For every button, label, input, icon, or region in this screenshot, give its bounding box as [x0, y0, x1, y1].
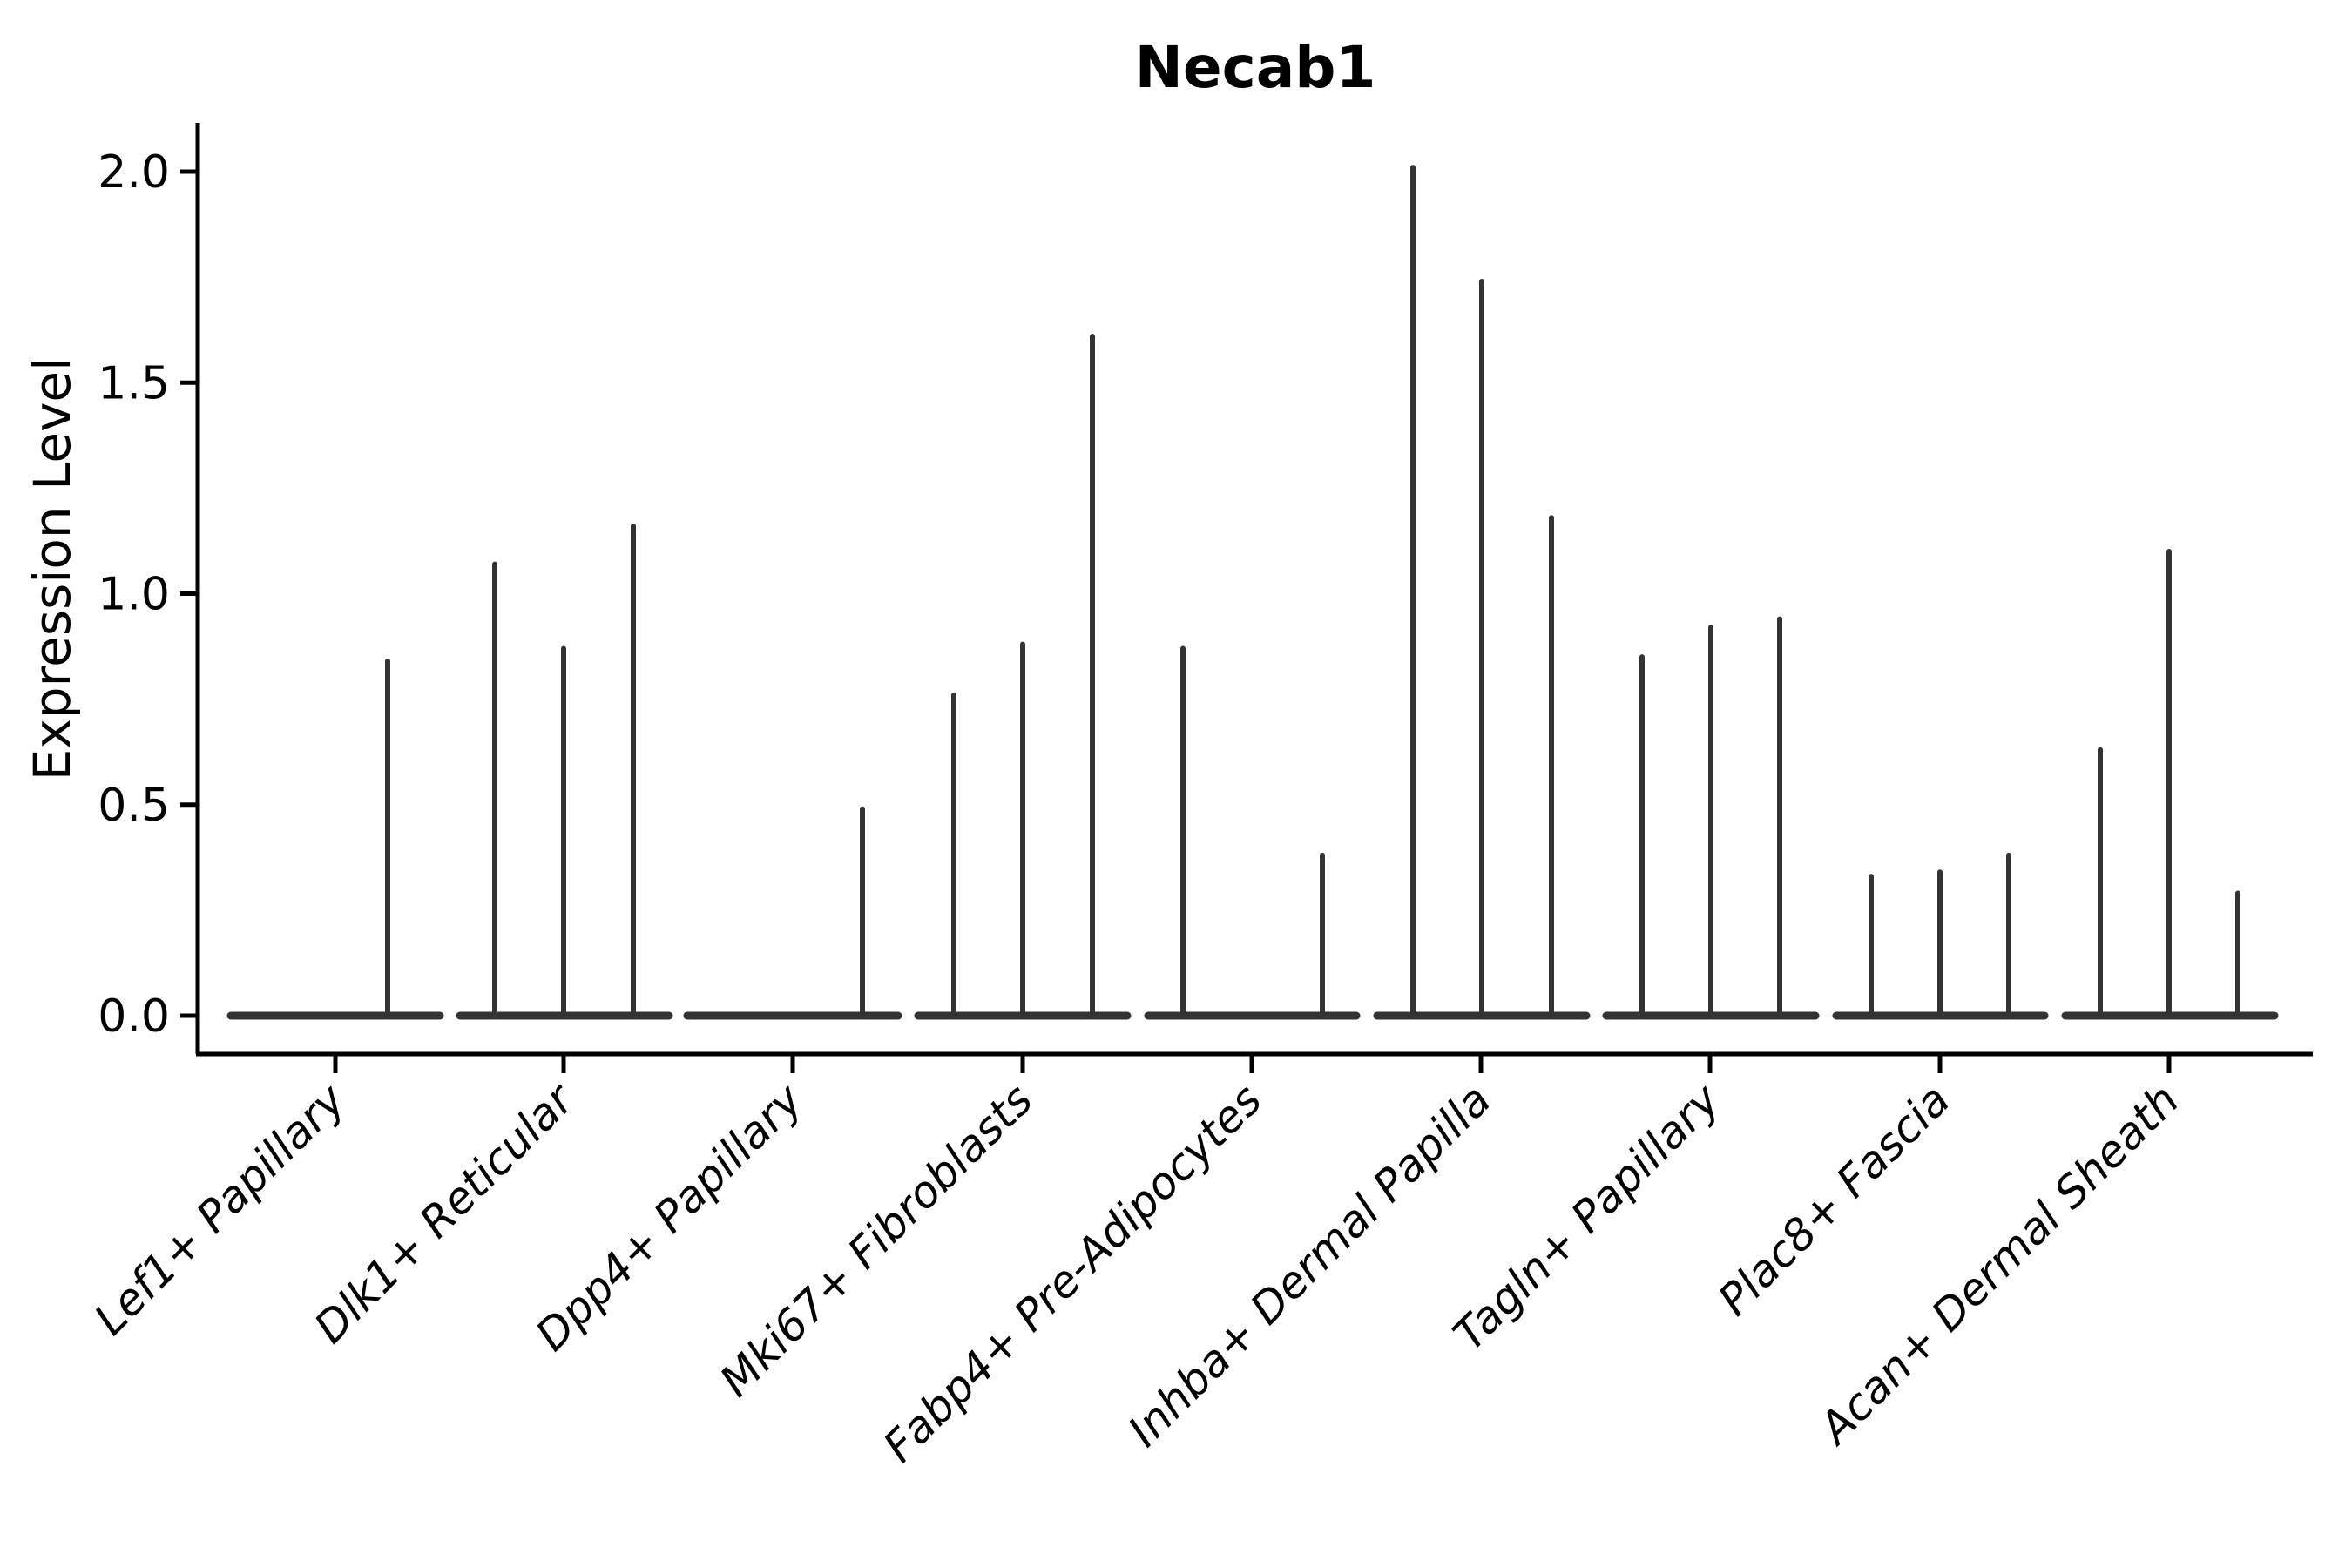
x-tick-label: Plac8+ Fascia: [1709, 1074, 1960, 1325]
x-tick-label: Acan+ Dermal Sheath: [1808, 1074, 2189, 1455]
chart-title: Necab1: [1135, 34, 1376, 101]
y-tick-label: 1.0: [98, 569, 170, 621]
x-tick-label: Lef1+ Papillary: [84, 1073, 355, 1344]
x-tick-label: Inhba+ Dermal Papilla: [1119, 1074, 1500, 1456]
y-axis-label: Expression Level: [23, 357, 82, 781]
x-tick-label: Fabp4+ Pre-Adipocytes: [874, 1074, 1272, 1472]
y-tick-label: 2.0: [98, 146, 170, 199]
y-tick-label: 1.5: [98, 357, 170, 409]
y-tick-label: 0.0: [98, 990, 170, 1043]
y-tick-label: 0.5: [98, 780, 170, 832]
